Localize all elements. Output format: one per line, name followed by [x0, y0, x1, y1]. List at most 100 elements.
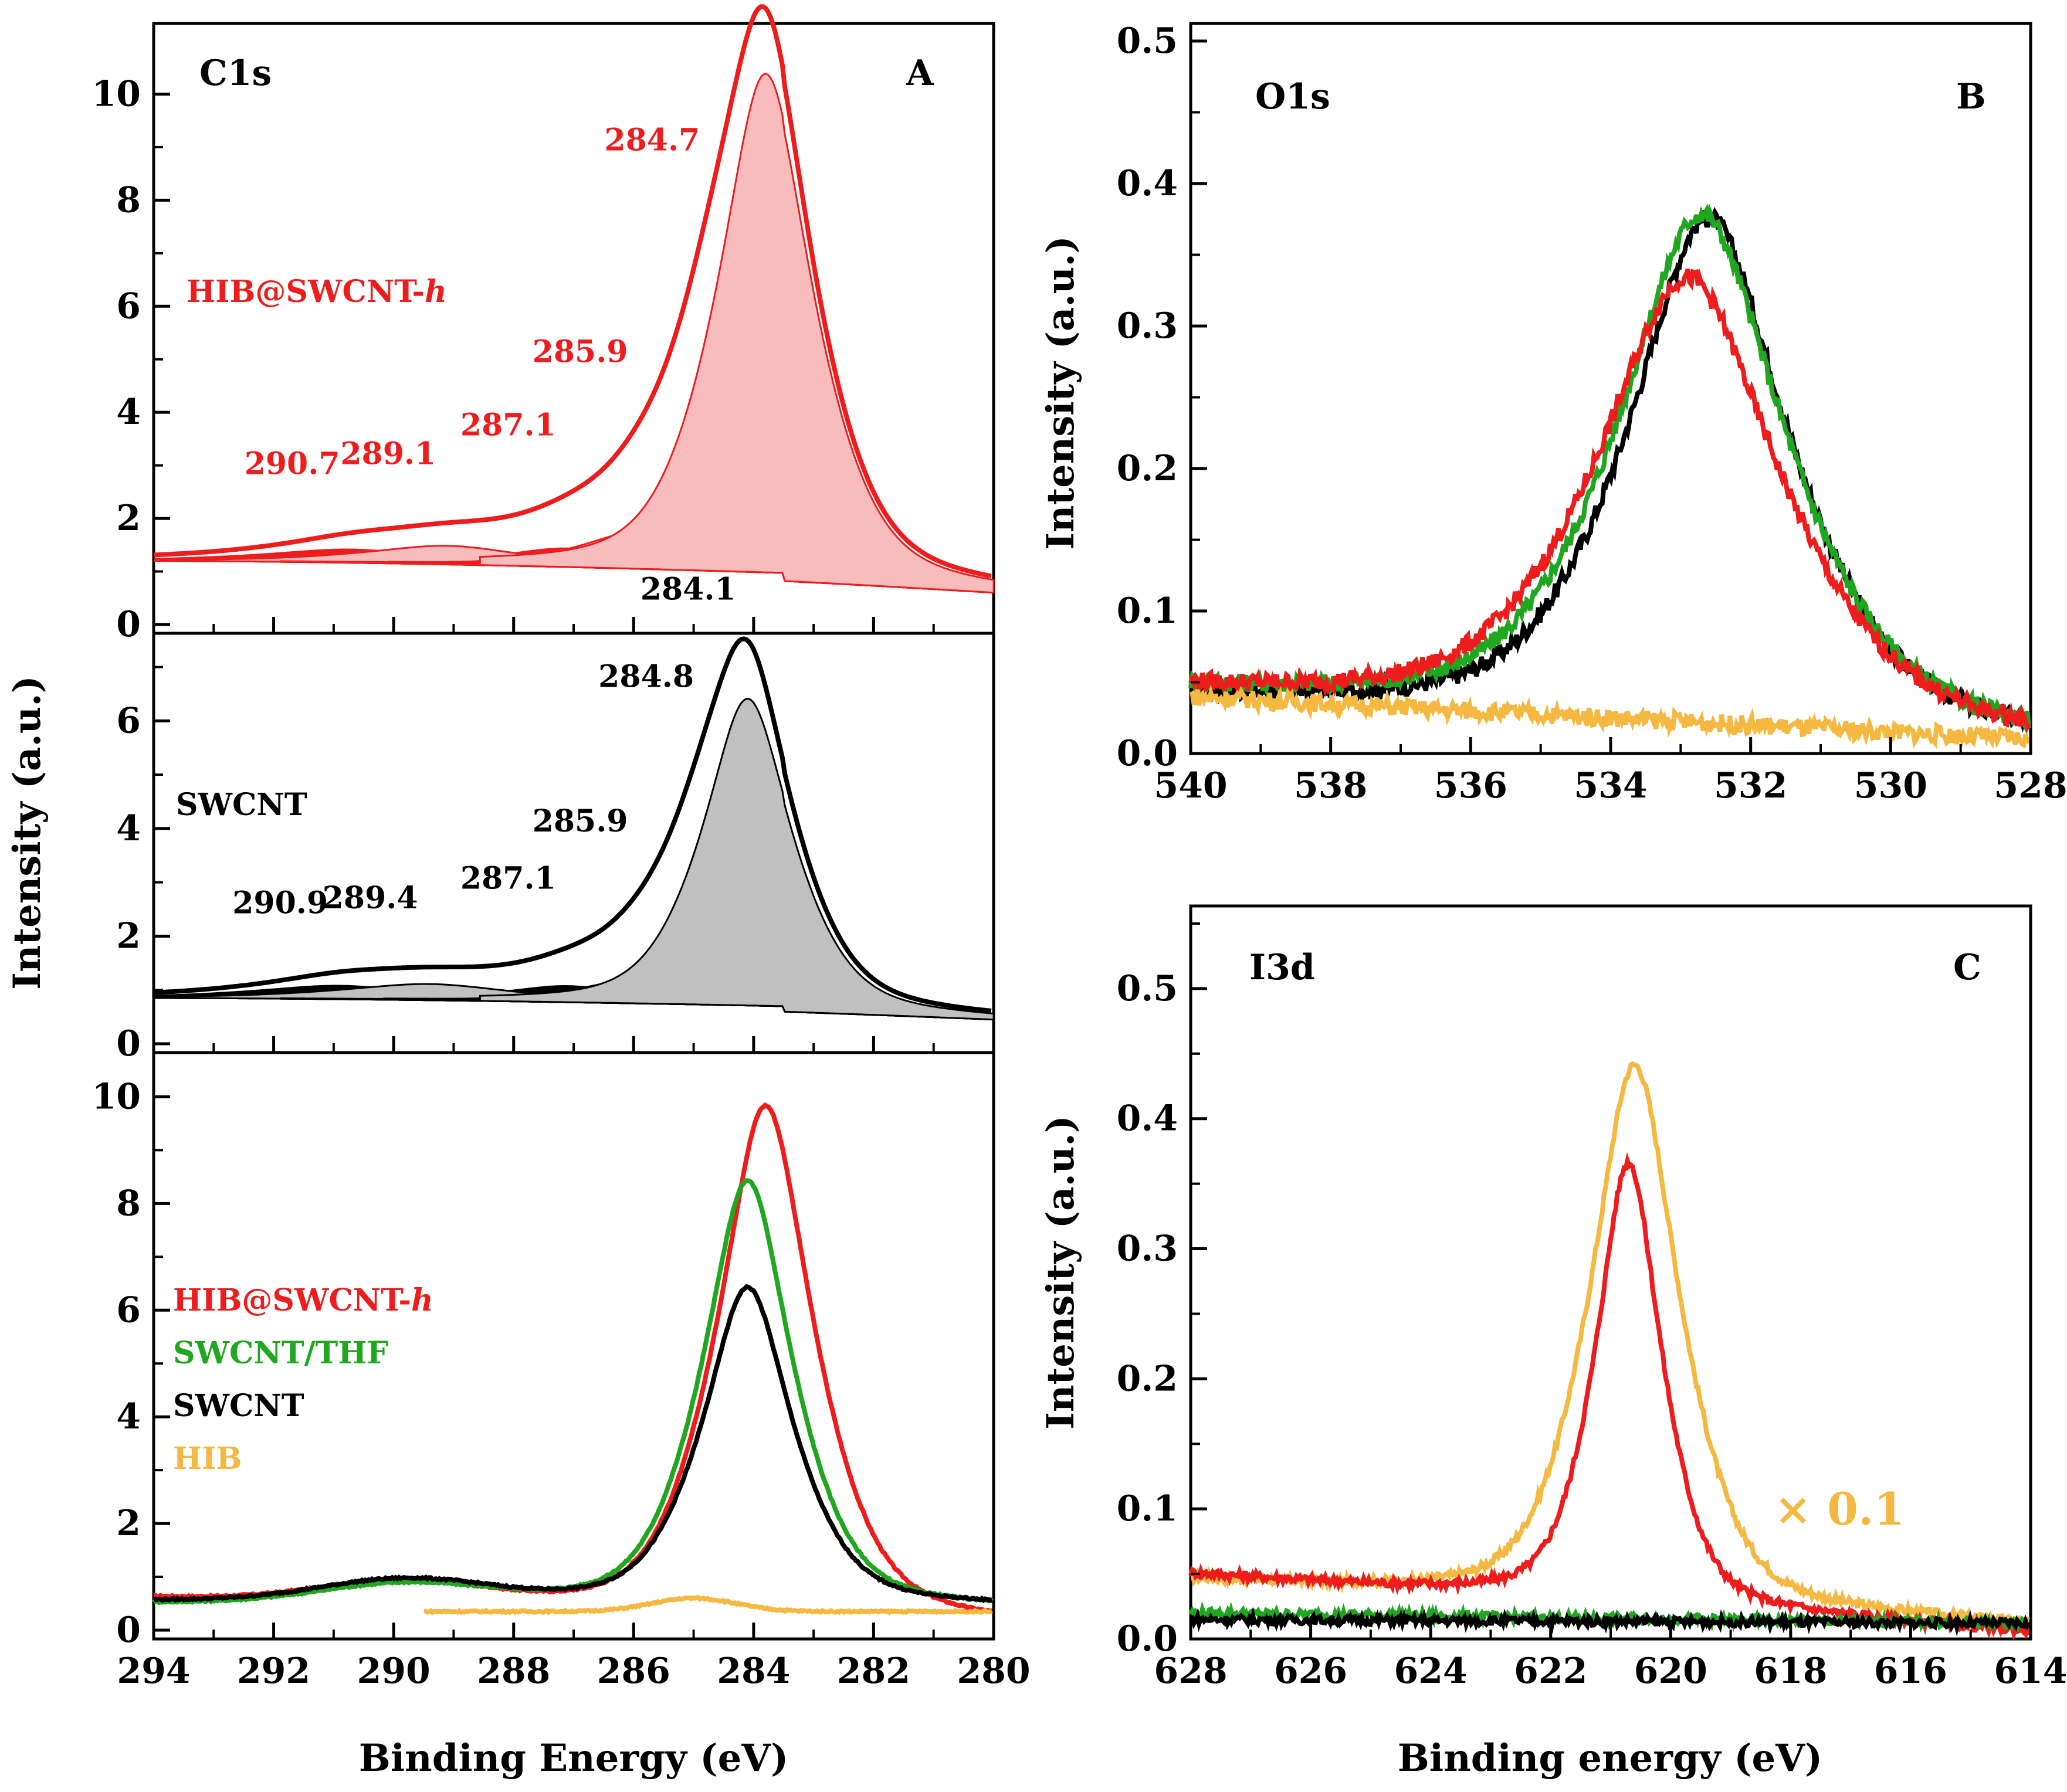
- y-tick-label: 6: [116, 1289, 141, 1331]
- x-tick-label: 614: [1994, 1651, 2067, 1692]
- y-ticks: 0 2 4 6 8 10: [92, 73, 170, 645]
- y-ticks: 0 2 4 6 8 10: [92, 1076, 170, 1651]
- y-tick-label: 0: [116, 1023, 141, 1064]
- y-tick-label: 0.1: [1117, 1488, 1178, 1529]
- component-fills: [154, 698, 995, 1021]
- fit-component-283.8: [479, 73, 995, 594]
- y-axis-label-b: Intensity (a.u.): [1039, 236, 1083, 550]
- panel-title-c1s: C1s: [199, 53, 272, 94]
- x-tick-label: 624: [1394, 1651, 1468, 1692]
- peak-label: 287.1: [460, 407, 556, 443]
- y-ticks: 0.0 0.1 0.2 0.3 0.4 0.5: [1117, 21, 1207, 774]
- spectrum-swcnt: [1190, 1607, 2031, 1637]
- y-tick-label: 0.3: [1117, 306, 1178, 347]
- panel-b: 0.0 0.1 0.2 0.3 0.4 0.5 540 538 536 534 532 530 528…: [1117, 21, 2067, 806]
- x-tick-label: 620: [1634, 1651, 1707, 1692]
- y-tick-label: 8: [116, 1183, 141, 1224]
- spectrum-hib-swcnt-h: [1188, 268, 2031, 733]
- y-tick-label: 0.0: [1117, 1618, 1178, 1659]
- x-tick-label: 532: [1714, 765, 1787, 806]
- spectrum-hib-swcnt-h: [1188, 1152, 2032, 1641]
- y-tick-label: 0.4: [1117, 1098, 1178, 1139]
- component-fills: [154, 73, 995, 594]
- panel-c: 0.0 0.1 0.2 0.3 0.4 0.5 628 626 624 622 620 618 616…: [1117, 904, 2067, 1780]
- x-tick-label: 292: [237, 1651, 310, 1692]
- peak-label: 284.7: [604, 123, 700, 158]
- envelope-curve: [153, 4, 992, 579]
- spectrum-swcnt: [153, 1284, 992, 1604]
- y-tick-label: 0.5: [1117, 21, 1178, 62]
- x-tick-label: 622: [1514, 1651, 1587, 1692]
- y-tick-label: 0.2: [1117, 448, 1178, 489]
- envelope-curve: [153, 636, 992, 1013]
- x-tick-label: 628: [1154, 1651, 1227, 1692]
- x-tick-label: 288: [477, 1651, 550, 1692]
- fit-curves: [153, 4, 992, 579]
- peak-label: 290.9: [232, 885, 328, 921]
- x-tick-label: 286: [597, 1651, 670, 1692]
- x-tick-label: 280: [957, 1651, 1030, 1692]
- x-tick-label: 618: [1754, 1651, 1827, 1692]
- y-tick-label: 4: [116, 808, 141, 849]
- spectra: [1188, 203, 2032, 749]
- x-tick-label: 616: [1874, 1651, 1947, 1692]
- spectra: [1188, 1061, 2032, 1641]
- panel-title-i3d: I3d: [1249, 947, 1315, 988]
- y-tick-label: 4: [116, 392, 141, 433]
- x-tick-label: 290: [357, 1651, 431, 1692]
- x-ticks: 540 538 536 534 532 530 528: [1154, 737, 2067, 806]
- x-tick-label: 540: [1154, 765, 1227, 806]
- x-tick-label: 530: [1854, 765, 1927, 806]
- y-tick-label: 6: [116, 700, 141, 741]
- y-tick-label: 0.5: [1117, 968, 1178, 1009]
- y-tick-label: 0.1: [1117, 590, 1178, 632]
- spectrum-hib: [423, 1594, 993, 1615]
- legend: HIB@SWCNT-h SWCNT/THF SWCNT HIB: [173, 1282, 433, 1477]
- y-tick-label: 2: [116, 1503, 141, 1544]
- x-ticks: 294 292 290 288 286 284 282 280: [117, 1623, 1031, 1692]
- peak-label: 289.1: [340, 436, 436, 471]
- y-ticks: 0.0 0.1 0.2 0.3 0.4 0.5: [1117, 922, 1207, 1659]
- x-tick-label: 626: [1274, 1651, 1347, 1692]
- peak-label: 289.4: [323, 880, 418, 916]
- panel-letter-b: B: [1956, 76, 1986, 117]
- y-axis-label-a: Intensity (a.u.): [5, 676, 49, 990]
- peak-label: 290.7: [245, 446, 340, 481]
- x-tick-label: 536: [1434, 765, 1507, 806]
- x-tick-marks: [152, 617, 995, 633]
- sample-label-swcnt: SWCNT: [176, 787, 307, 823]
- scale-note: × 0.1: [1774, 1483, 1905, 1535]
- y-axis-label-c: Intensity (a.u.): [1039, 1115, 1083, 1430]
- legend-entry: HIB: [173, 1441, 242, 1477]
- y-tick-label: 2: [116, 915, 141, 956]
- x-ticks: 628 626 624 622 620 618 616 614: [1154, 1623, 2067, 1692]
- peak-label: 284.1: [641, 571, 736, 607]
- y-tick-label: 8: [116, 179, 141, 220]
- y-tick-label: 0.0: [1117, 733, 1178, 774]
- y-tick-label: 4: [116, 1396, 141, 1437]
- y-tick-label: 0: [116, 1610, 141, 1651]
- panel-title-o1s: O1s: [1255, 76, 1330, 117]
- y-tick-label: 0.4: [1117, 163, 1178, 204]
- x-tick-marks: [152, 1036, 995, 1053]
- panel-letter-a: A: [906, 53, 934, 94]
- x-tick-label: 534: [1574, 765, 1647, 806]
- spectra: [152, 1102, 994, 1615]
- x-tick-label: 528: [1994, 765, 2067, 806]
- peak-label: 285.9: [533, 334, 628, 369]
- x-tick-label: 538: [1294, 765, 1367, 806]
- peak-label: 287.1: [460, 861, 556, 897]
- legend-entry: SWCNT/THF: [173, 1335, 388, 1371]
- peak-label: 285.9: [533, 803, 628, 839]
- y-ticks: 0 2 4 6: [116, 666, 170, 1064]
- y-tick-label: 10: [92, 73, 141, 114]
- x-tick-label: 294: [117, 1651, 190, 1692]
- y-tick-label: 2: [116, 498, 141, 539]
- x-tick-label: 282: [837, 1651, 910, 1692]
- y-tick-label: 6: [116, 286, 141, 327]
